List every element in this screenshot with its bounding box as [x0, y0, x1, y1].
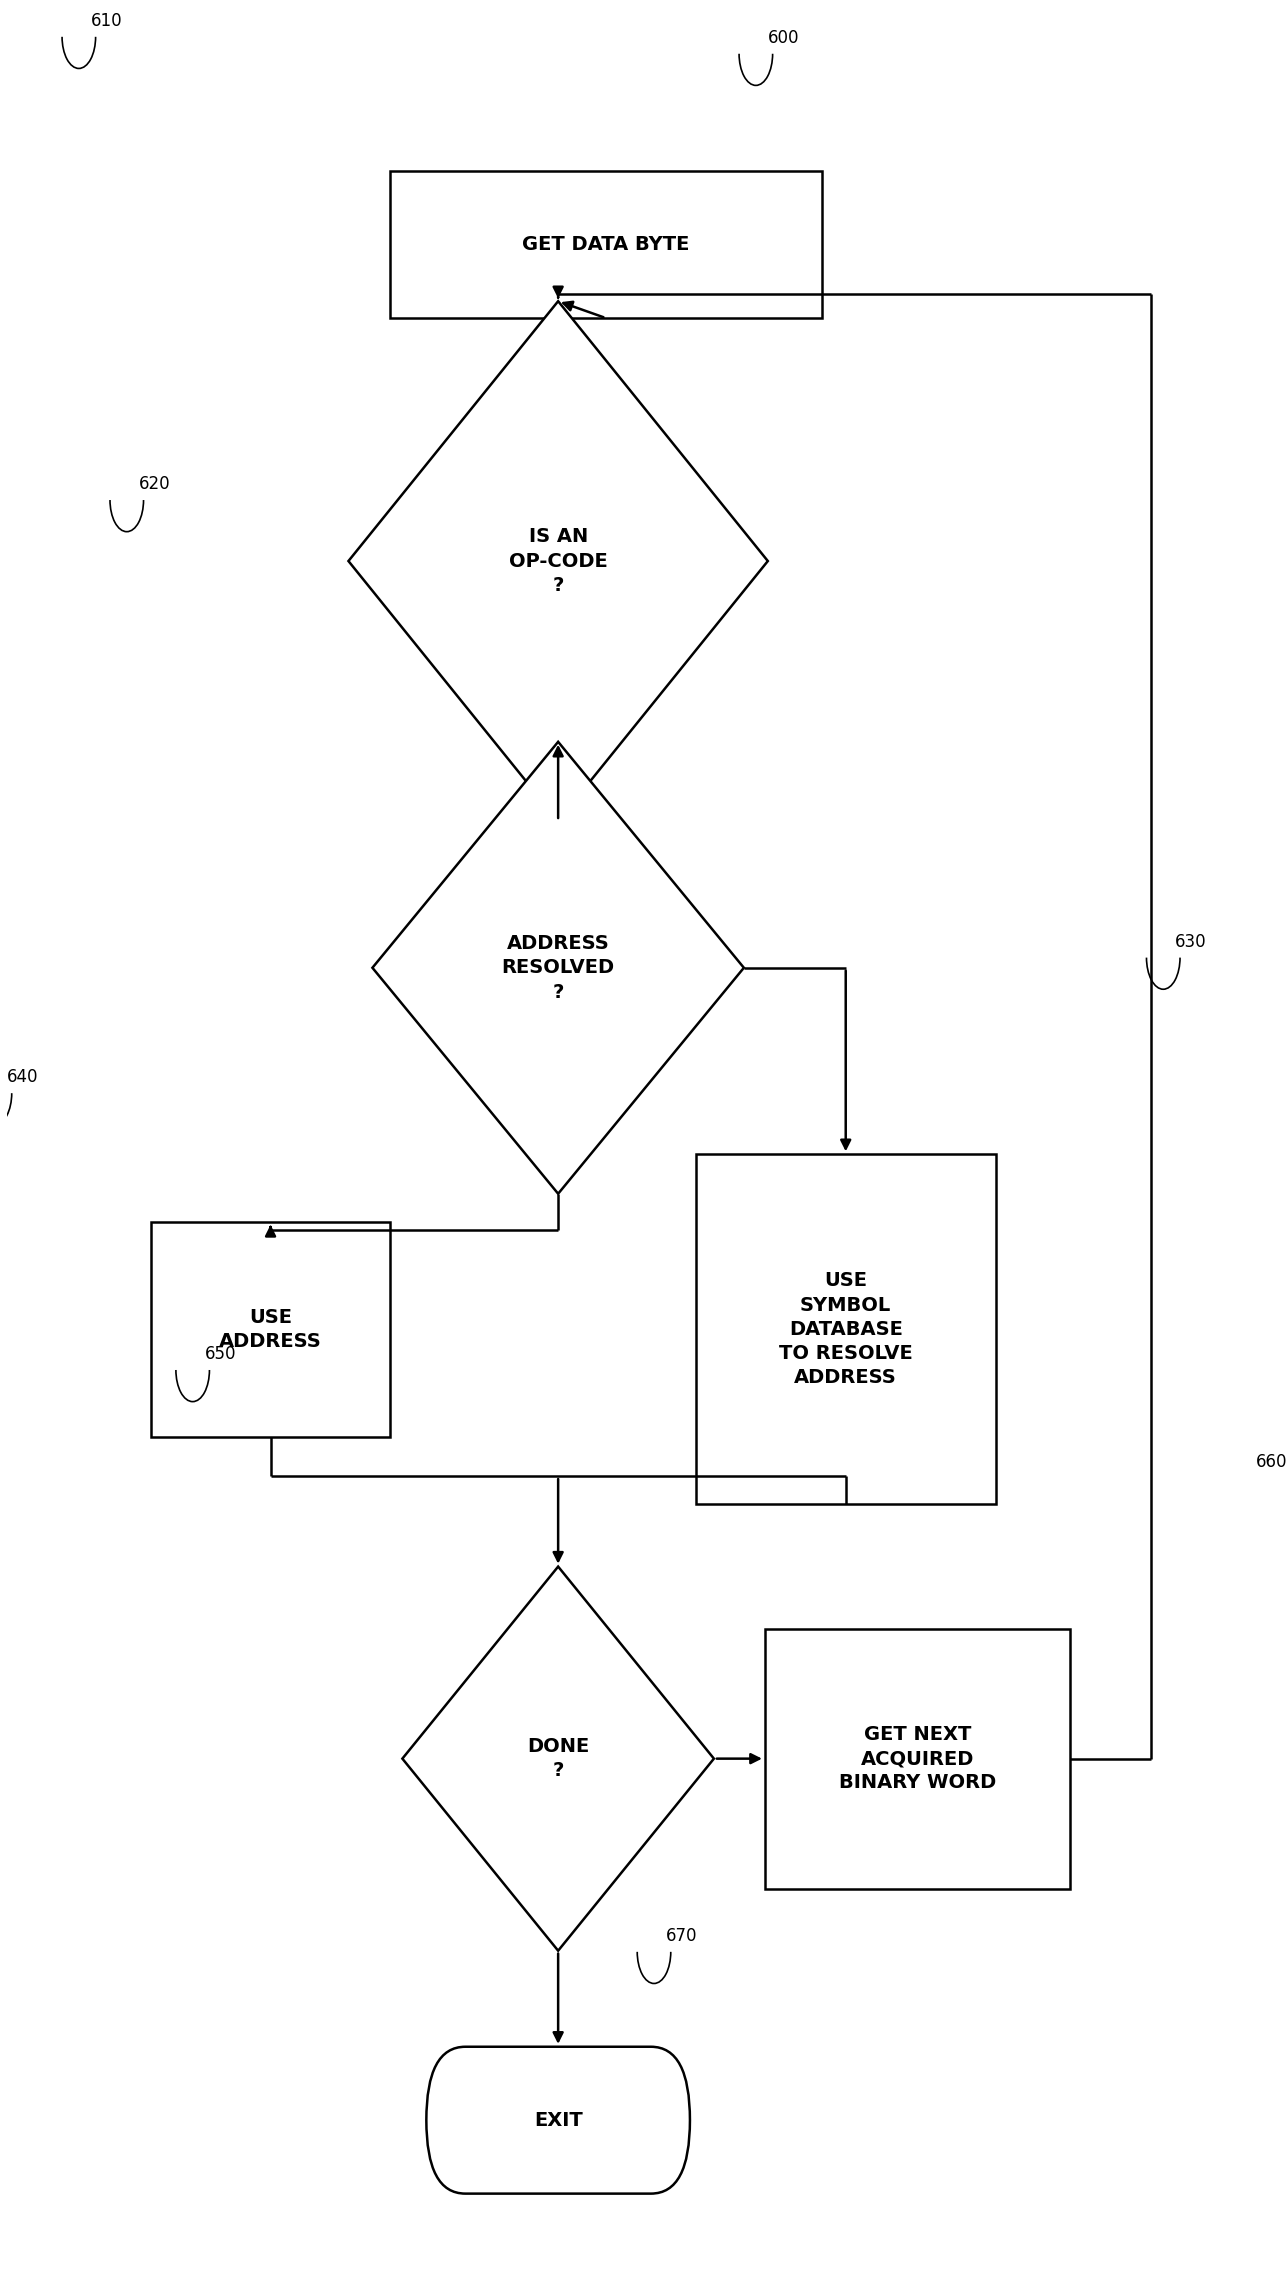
Text: GET NEXT
ACQUIRED
BINARY WORD: GET NEXT ACQUIRED BINARY WORD — [838, 1726, 997, 1792]
Text: GET DATA BYTE: GET DATA BYTE — [522, 234, 689, 255]
Text: USE
SYMBOL
DATABASE
TO RESOLVE
ADDRESS: USE SYMBOL DATABASE TO RESOLVE ADDRESS — [779, 1271, 913, 1387]
Text: IS AN
OP-CODE
?: IS AN OP-CODE ? — [509, 528, 607, 596]
FancyBboxPatch shape — [391, 171, 822, 318]
Text: ADDRESS
RESOLVED
?: ADDRESS RESOLVED ? — [502, 935, 615, 1001]
FancyBboxPatch shape — [765, 1628, 1070, 1890]
Text: 610: 610 — [91, 11, 122, 30]
Text: USE
ADDRESS: USE ADDRESS — [219, 1308, 322, 1351]
Text: 600: 600 — [768, 30, 800, 48]
Polygon shape — [349, 300, 768, 821]
Text: DONE
?: DONE ? — [527, 1737, 589, 1781]
Polygon shape — [403, 1567, 714, 1951]
Text: 650: 650 — [204, 1346, 237, 1362]
Polygon shape — [373, 741, 743, 1194]
FancyBboxPatch shape — [427, 2047, 691, 2194]
Text: 660: 660 — [1256, 1453, 1286, 1471]
Text: 620: 620 — [139, 475, 170, 493]
FancyBboxPatch shape — [150, 1221, 391, 1437]
Text: EXIT: EXIT — [534, 2110, 583, 2131]
FancyBboxPatch shape — [696, 1155, 995, 1505]
Text: 670: 670 — [666, 1926, 697, 1944]
Text: 640: 640 — [6, 1069, 39, 1087]
Text: 630: 630 — [1175, 932, 1206, 951]
